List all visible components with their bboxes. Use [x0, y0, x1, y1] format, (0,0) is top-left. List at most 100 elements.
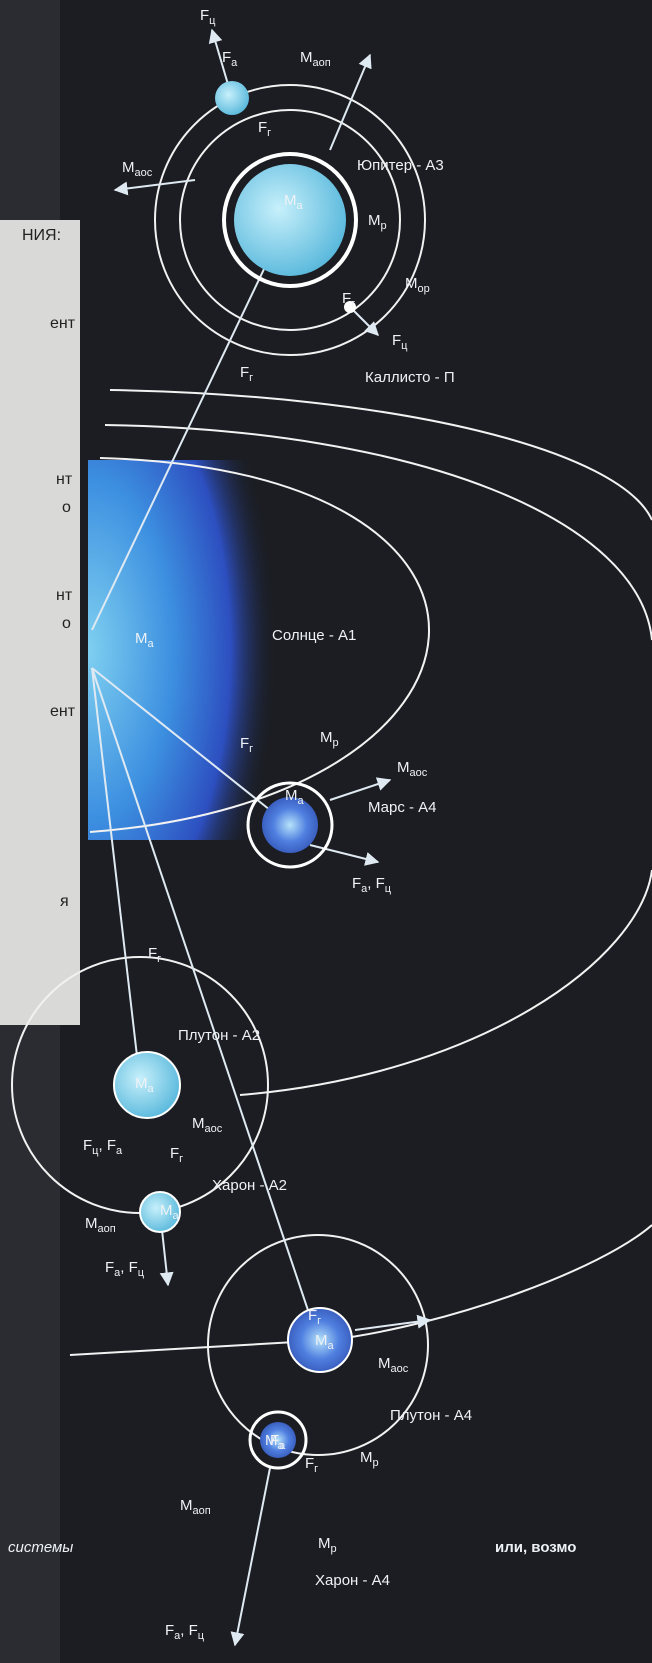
label-sub: аоп — [193, 1505, 211, 1517]
label-main: F — [83, 1137, 92, 1154]
label-sub: ц — [385, 883, 392, 895]
label-sub: аоп — [98, 1223, 116, 1235]
label-sub: аос — [205, 1123, 223, 1135]
label-main: M — [360, 1449, 373, 1466]
label: Mа — [284, 192, 304, 212]
label: Fа, Fц — [165, 1622, 205, 1642]
pluto-a4 — [287, 1307, 353, 1373]
label: Mаос — [397, 759, 428, 779]
panel-text: ент — [50, 315, 76, 332]
label-main: , F — [180, 1622, 198, 1639]
label-sub: ц — [198, 1630, 205, 1642]
charon-a2 — [139, 1191, 181, 1233]
label: Mа — [285, 787, 305, 807]
label: Fц — [392, 332, 408, 352]
label: Fг — [240, 735, 253, 755]
legend-panel — [0, 220, 80, 1025]
label: Fа — [270, 1432, 286, 1452]
label-sub: р — [331, 1543, 337, 1555]
label-sub: г — [249, 743, 253, 755]
label-sub: а — [298, 795, 305, 807]
label: Fа — [222, 49, 238, 69]
label: Fг — [308, 1307, 321, 1327]
label: Mр — [320, 729, 339, 749]
label-sub: ц — [92, 1145, 99, 1157]
label: Fг — [170, 1145, 183, 1165]
label-main: M — [284, 192, 297, 209]
label-main: M — [318, 1535, 331, 1552]
label-main: M — [320, 729, 333, 746]
label-sub: г — [351, 298, 355, 310]
label: Fг — [148, 945, 161, 965]
label-sub: а — [174, 1630, 181, 1642]
label: Mор — [405, 275, 430, 295]
label-main: M — [368, 212, 381, 229]
label: Fа, Fц — [105, 1259, 145, 1279]
label-main: M — [378, 1355, 391, 1372]
label-main: M — [85, 1215, 98, 1232]
label-sub: а — [278, 1440, 285, 1452]
label-main: F — [258, 119, 267, 136]
label: Плутон - А4 — [390, 1407, 472, 1424]
label: Mаос — [378, 1355, 409, 1375]
label: Mаос — [192, 1115, 223, 1135]
panel-text: о — [62, 615, 71, 632]
label-main: F — [240, 364, 249, 381]
label-main: F — [105, 1259, 114, 1276]
label-main: M — [122, 159, 135, 176]
label-sub: а — [328, 1340, 335, 1352]
label-main: F — [165, 1622, 174, 1639]
label-main: Плутон - А4 — [390, 1407, 472, 1424]
charon-a4 — [260, 1422, 296, 1458]
panel-text: я — [60, 893, 69, 910]
label-sub: г — [314, 1463, 318, 1475]
label-main: F — [305, 1455, 314, 1472]
label-main: Харон - А4 — [315, 1572, 390, 1589]
label: Mа — [160, 1202, 180, 1222]
label-main: F — [308, 1307, 317, 1324]
label-sub: р — [381, 220, 387, 232]
label-main: F — [270, 1432, 279, 1449]
label-sub: аос — [391, 1363, 409, 1375]
label-sub: ор — [418, 283, 430, 295]
label: Харон - А2 — [212, 1177, 287, 1194]
label-sub: а — [297, 200, 304, 212]
label-sub: р — [333, 737, 339, 749]
label: Харон - А4 — [315, 1572, 390, 1589]
force-lines — [91, 28, 432, 1647]
charon-a4-ring — [248, 1410, 308, 1470]
label: Каллисто - П — [365, 369, 455, 386]
label-main: Каллисто - П — [365, 369, 455, 386]
panel-text: НИЯ: — [22, 227, 61, 244]
label-main: M — [192, 1115, 205, 1132]
label-sub: г — [157, 953, 161, 965]
label-main: F — [170, 1145, 179, 1162]
label: Mр — [318, 1535, 337, 1555]
pluto-a2 — [113, 1051, 181, 1119]
label-main: M — [405, 275, 418, 292]
label-sub: ц — [401, 340, 408, 352]
moon — [215, 81, 249, 115]
label-sub: г — [249, 372, 253, 384]
label: Fц, Fа — [83, 1137, 123, 1157]
label-main: F — [240, 735, 249, 752]
label: Mа — [315, 1332, 335, 1352]
label: Mаос — [122, 159, 153, 179]
label-sub: а — [361, 883, 368, 895]
bodies — [113, 81, 358, 1470]
label-main: F — [148, 945, 157, 962]
jupiter — [234, 164, 346, 276]
label: Mр — [368, 212, 387, 232]
label: Fа, Fц — [352, 875, 392, 895]
mars-ring — [246, 781, 334, 869]
label-main: Плутон - А2 — [178, 1027, 260, 1044]
label-sub: а — [173, 1210, 180, 1222]
label: Марс - А4 — [368, 799, 437, 816]
label-main: M — [180, 1497, 193, 1514]
label-main: M — [300, 49, 313, 66]
label-main: F — [222, 49, 231, 66]
label-main: Юпитер - А3 — [357, 157, 444, 174]
label-sub: г — [267, 127, 271, 139]
label-sub: а — [231, 57, 238, 69]
